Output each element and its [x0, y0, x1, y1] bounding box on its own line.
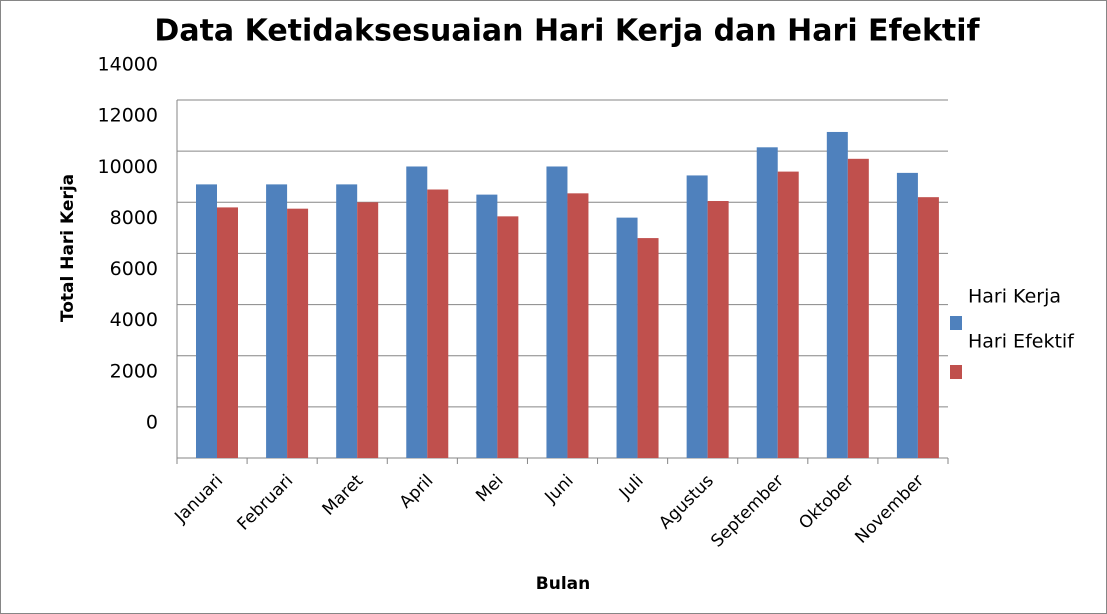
bar	[196, 184, 217, 458]
bar	[476, 194, 498, 458]
y-tick-label: 12000	[98, 105, 158, 127]
bar	[707, 201, 729, 458]
bar	[217, 207, 238, 458]
y-tick-label: 10000	[98, 156, 158, 178]
y-tick-label: 6000	[110, 258, 158, 280]
bar	[917, 197, 939, 458]
y-axis-title: Total Hari Kerja	[58, 174, 78, 322]
bar	[287, 208, 309, 458]
bar	[777, 171, 799, 458]
bar	[847, 158, 869, 459]
legend-label: Hari Kerja	[968, 286, 1061, 308]
bar	[686, 175, 708, 458]
bar	[546, 166, 568, 458]
chart-title: Data Ketidaksesuaian Hari Kerja dan Hari…	[154, 14, 980, 49]
bar	[266, 184, 288, 458]
bar	[637, 238, 659, 458]
y-tick-label: 4000	[110, 309, 158, 331]
y-tick-label: 0	[146, 412, 158, 434]
bar	[336, 184, 358, 458]
bar	[826, 131, 848, 458]
bar	[616, 217, 638, 458]
legend-label: Hari Efektif	[968, 331, 1075, 353]
legend-swatch	[950, 316, 962, 330]
bar	[427, 189, 449, 458]
bar	[406, 166, 428, 458]
y-tick-label: 8000	[110, 207, 158, 229]
bar	[567, 193, 589, 459]
bar	[756, 147, 778, 459]
bar	[357, 202, 379, 458]
legend-swatch	[950, 365, 962, 379]
bar	[896, 172, 918, 458]
y-tick-label: 2000	[110, 360, 158, 382]
x-axis-title: Bulan	[536, 574, 590, 594]
y-tick-label: 14000	[98, 54, 158, 76]
bar	[497, 216, 519, 458]
